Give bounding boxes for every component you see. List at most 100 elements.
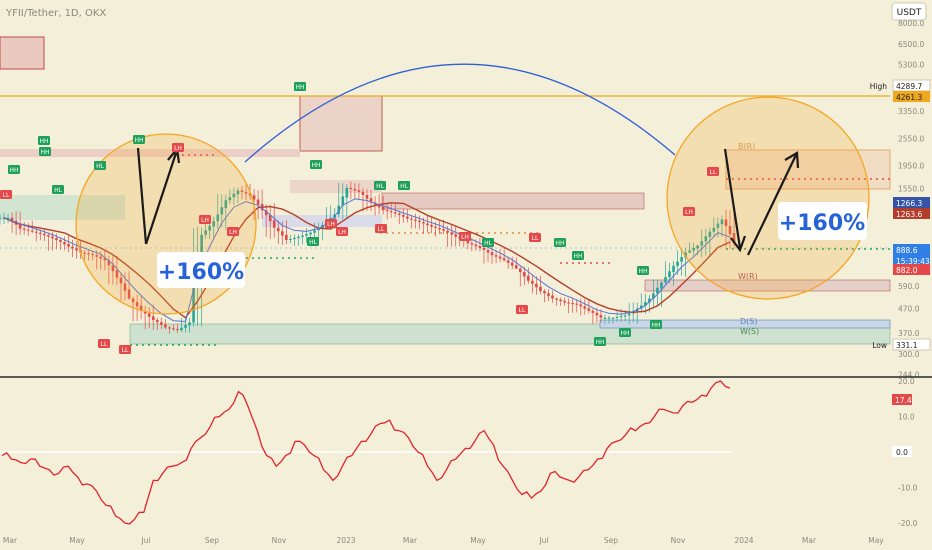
candle-body [155, 320, 159, 323]
indicator-tick-label: 10.0 [898, 413, 915, 422]
swing-label-box [619, 328, 631, 337]
resistance-zone [644, 279, 891, 292]
candle-body [264, 210, 268, 216]
candle-body [414, 219, 417, 221]
candle-body [599, 314, 603, 318]
swing-label-box [374, 181, 386, 190]
candle-body [567, 302, 570, 304]
candle-body [281, 231, 284, 236]
candle-body [551, 295, 554, 299]
candle-body [164, 324, 167, 328]
swing-label-box [336, 227, 348, 236]
price-badge-label: 888.6 [896, 246, 918, 255]
chart-title: YFII/Tether, 1D, OKX [5, 8, 106, 19]
zone-label: D(S) [740, 317, 757, 326]
candle-body [494, 255, 498, 257]
candle-body [224, 200, 228, 209]
candle-body [285, 234, 288, 240]
candle-body [212, 221, 216, 227]
candle-body [615, 316, 619, 318]
swing-label: LL [378, 226, 385, 233]
candle-body [728, 226, 732, 235]
candle-body [276, 227, 280, 232]
resistance-zone [290, 180, 382, 193]
candle-body [422, 222, 425, 224]
indicator-axis[interactable]: 20.0 10.0 0.0 -10.0 -20.0 17.4 [892, 377, 918, 528]
swing-label: HH [39, 138, 48, 145]
swing-label: HH [295, 84, 304, 91]
swing-label: LH [685, 209, 693, 216]
candle-body [341, 196, 345, 206]
indicator-line [1, 380, 731, 525]
swing-label-box [683, 207, 695, 216]
candle-body [720, 219, 724, 225]
swing-label-box [38, 136, 50, 145]
candle-body [724, 219, 728, 227]
time-tick-label: Nov [272, 536, 287, 545]
support-zone [599, 319, 891, 329]
candle-body [188, 322, 191, 326]
resistance-zone [0, 36, 45, 70]
currency-badge[interactable] [891, 2, 927, 21]
moving-average-line [3, 202, 731, 319]
candle-body [240, 190, 244, 192]
price-badge-label: 15:39:43 [896, 257, 930, 266]
swing-label-box [94, 161, 106, 170]
price-badge-caption: Low [872, 341, 887, 350]
price-badge-label: 331.1 [896, 341, 918, 350]
candle-body [256, 199, 260, 205]
swing-label: HH [134, 137, 143, 144]
candle-body [349, 187, 353, 190]
zone-label: W(S) [740, 327, 759, 336]
candle-body [232, 193, 236, 198]
price-tick-label: 1950.0 [898, 161, 924, 170]
candle-body [486, 249, 490, 253]
swing-label: LH [327, 221, 335, 228]
candle-body [393, 212, 397, 214]
candle-body [305, 234, 308, 236]
candle-body [63, 241, 66, 245]
highlight-circle-right [666, 96, 870, 300]
candle-body [595, 312, 599, 316]
price-badge [893, 91, 930, 102]
candle-body [43, 233, 46, 236]
candle-body [115, 270, 119, 278]
price-pane[interactable]: +160% +160% B(R) W(R) D(S) W(S) HH HH HH LL… [0, 36, 891, 354]
swing-label: LL [532, 235, 539, 242]
time-tick-label: Jul [140, 536, 150, 545]
price-tick-label: 470.0 [898, 305, 920, 314]
price-axis[interactable]: 8000.0 6500.0 5300.0 3350.0 2550.0 1950.0 1550… [870, 19, 931, 380]
candle-body [220, 207, 224, 215]
candle-body [704, 236, 708, 242]
swing-label-box [375, 224, 387, 233]
time-tick-label: May [69, 536, 85, 545]
support-zone [129, 323, 891, 345]
indicator-tick-label: -20.0 [898, 519, 918, 528]
candle-body [603, 317, 607, 319]
candle-body [510, 262, 514, 266]
candle-body [514, 265, 518, 269]
candle-body [527, 275, 530, 281]
candle-body [168, 327, 171, 329]
indicator-pane[interactable] [0, 380, 732, 525]
candle-body [478, 246, 482, 248]
candle-body [317, 227, 320, 231]
candle-body [107, 260, 111, 266]
time-axis[interactable]: Mar May Jul Sep Nov 2023 Mar May Jul Sep Nov 2024 Ma… [3, 536, 884, 545]
candle-body [59, 239, 62, 242]
candle-body [216, 214, 220, 222]
price-badge-label: 1266.3 [896, 199, 922, 208]
price-tick-label: 2550.0 [898, 134, 924, 143]
candle-body [490, 252, 494, 256]
candle-body [454, 234, 458, 237]
candle-body [426, 223, 429, 226]
time-tick-label: May [868, 536, 884, 545]
time-tick-label: 2023 [336, 536, 355, 545]
candle-body [18, 224, 22, 229]
candle-body [434, 226, 437, 228]
swing-label-box [172, 143, 184, 152]
candle-body [591, 310, 595, 313]
candle-body [228, 197, 232, 201]
resistance-zone [381, 192, 645, 210]
